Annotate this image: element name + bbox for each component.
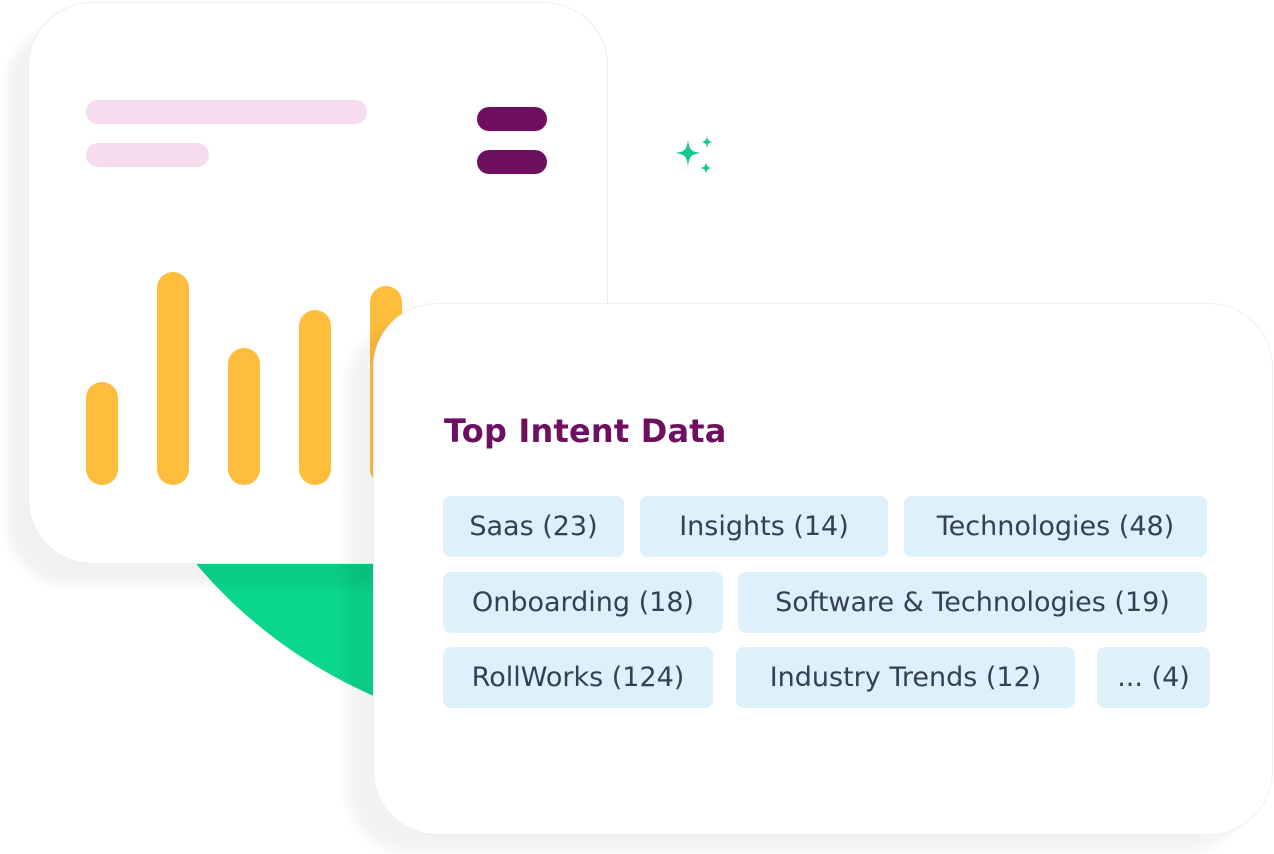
menu-icon-bar-top [477, 107, 547, 131]
chart-bar [299, 310, 331, 485]
sparkle-icon [675, 136, 713, 174]
chart-bar [228, 347, 260, 485]
intent-tag-insights[interactable]: Insights (14) [640, 496, 888, 557]
menu-icon-bar-bottom [477, 150, 547, 174]
intent-tag-technologies[interactable]: Technologies (48) [904, 496, 1207, 557]
chart-bar [157, 272, 189, 485]
skeleton-line-short [86, 143, 209, 167]
card-title: Top Intent Data [444, 412, 727, 450]
intent-tag-industry-trends[interactable]: Industry Trends (12) [736, 647, 1075, 708]
skeleton-line-long [86, 100, 367, 124]
intent-tag-more[interactable]: ... (4) [1097, 647, 1210, 708]
chart-bar [86, 382, 118, 485]
intent-tag-software-technologies[interactable]: Software & Technologies (19) [738, 572, 1207, 633]
intent-tag-saas[interactable]: Saas (23) [443, 496, 624, 557]
intent-tag-onboarding[interactable]: Onboarding (18) [443, 572, 723, 633]
top-intent-data-card: Top Intent Data Saas (23) Insights (14) … [373, 303, 1273, 835]
intent-tag-rollworks[interactable]: RollWorks (124) [443, 647, 713, 708]
